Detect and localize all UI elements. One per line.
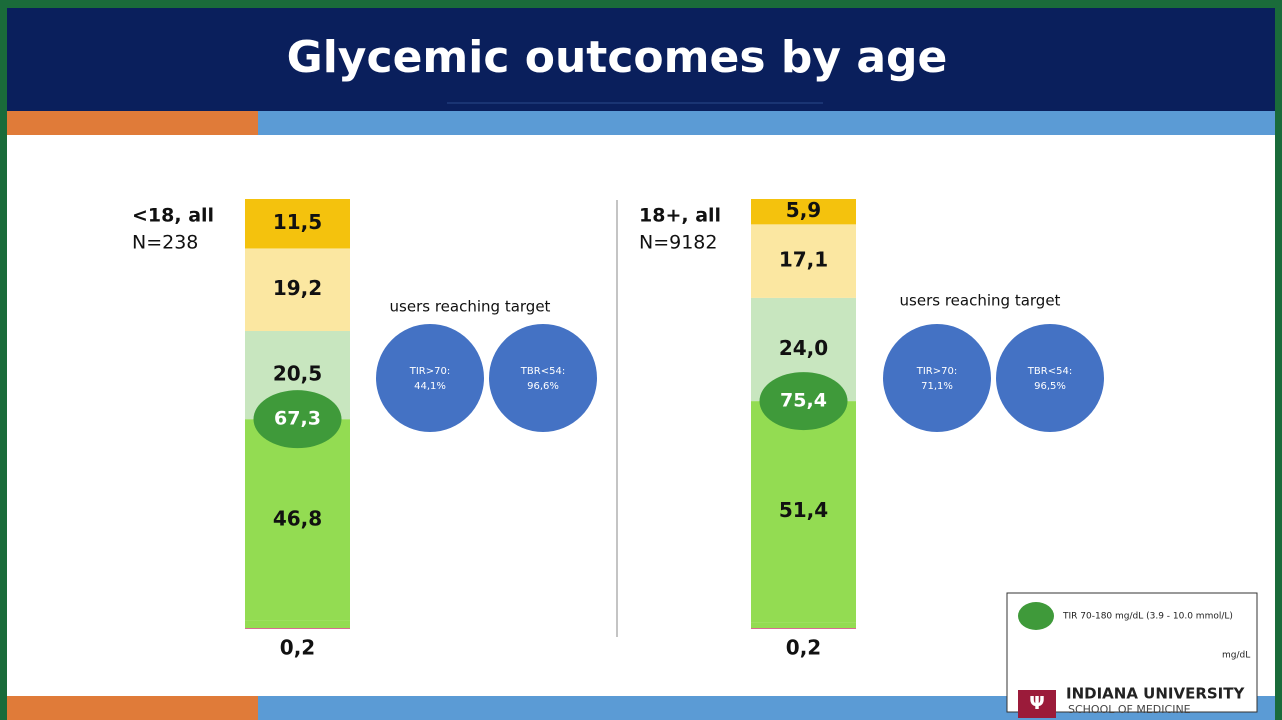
value-label: 0,2 bbox=[786, 636, 821, 660]
bar-segment bbox=[751, 401, 856, 623]
accent-blue bbox=[258, 111, 1275, 135]
target-value: 71,1% bbox=[921, 381, 953, 392]
target-label: TIR>70: bbox=[916, 366, 957, 377]
value-label: 20,5 bbox=[273, 362, 322, 386]
value-label: 46,8 bbox=[273, 506, 322, 530]
target-circle bbox=[883, 324, 991, 432]
legend-unit: mg/dL bbox=[1222, 651, 1250, 661]
accent-orange bbox=[7, 111, 258, 135]
target-value: 96,6% bbox=[527, 381, 559, 392]
bar-segment bbox=[245, 620, 350, 629]
logo-sub: SCHOOL OF MEDICINE bbox=[1068, 703, 1191, 716]
footer-orange bbox=[7, 696, 258, 720]
value-label: 24,0 bbox=[779, 336, 828, 360]
legend-tir-label: TIR 70-180 mg/dL (3.9 - 10.0 mmol/L) bbox=[1062, 612, 1233, 622]
value-label: 11,5 bbox=[273, 210, 322, 234]
chart-title: <18, all bbox=[132, 205, 214, 227]
tir-label: 67,3 bbox=[274, 408, 321, 430]
header bbox=[7, 8, 1275, 111]
bar-segment bbox=[245, 248, 350, 332]
value-label: 5,9 bbox=[786, 198, 821, 222]
chart-subtitle: N=238 bbox=[132, 232, 198, 254]
logo-mark bbox=[1018, 690, 1056, 718]
bar-segment bbox=[245, 419, 350, 621]
target-value: 96,5% bbox=[1034, 381, 1066, 392]
value-label: 0,2 bbox=[280, 636, 315, 660]
slide-title: Glycemic outcomes by age bbox=[287, 32, 948, 83]
target-label: TBR<54: bbox=[1027, 366, 1072, 377]
bar-segment bbox=[751, 628, 856, 629]
target-label: TIR>70: bbox=[409, 366, 450, 377]
chart-subtitle: N=9182 bbox=[639, 232, 718, 254]
logo-glyph: Ψ bbox=[1029, 693, 1044, 714]
target-label: TBR<54: bbox=[520, 366, 565, 377]
target-title: users reaching target bbox=[390, 298, 551, 316]
value-label: 19,2 bbox=[273, 276, 322, 300]
value-label: 51,4 bbox=[779, 498, 828, 522]
bar-segment bbox=[751, 224, 856, 298]
tir-ellipse bbox=[759, 372, 848, 431]
target-circle bbox=[489, 324, 597, 432]
tir-label: 75,4 bbox=[780, 390, 827, 412]
target-circle bbox=[376, 324, 484, 432]
bar-segment bbox=[751, 622, 856, 629]
target-title: users reaching target bbox=[900, 292, 1061, 310]
bar-segment bbox=[245, 628, 350, 629]
legend: TIR 70-180 mg/dL (3.9 - 10.0 mmol/L) mg/… bbox=[1006, 592, 1258, 718]
tir-ellipse bbox=[253, 390, 342, 449]
bar-segment bbox=[751, 199, 856, 225]
logo-name: INDIANA UNIVERSITY bbox=[1066, 685, 1245, 703]
bar-segment bbox=[245, 199, 350, 249]
value-label: 17,1 bbox=[779, 248, 828, 272]
legend-tir-swatch bbox=[1018, 602, 1054, 630]
target-value: 44,1% bbox=[414, 381, 446, 392]
target-circle bbox=[996, 324, 1104, 432]
chart-title: 18+, all bbox=[639, 205, 721, 227]
